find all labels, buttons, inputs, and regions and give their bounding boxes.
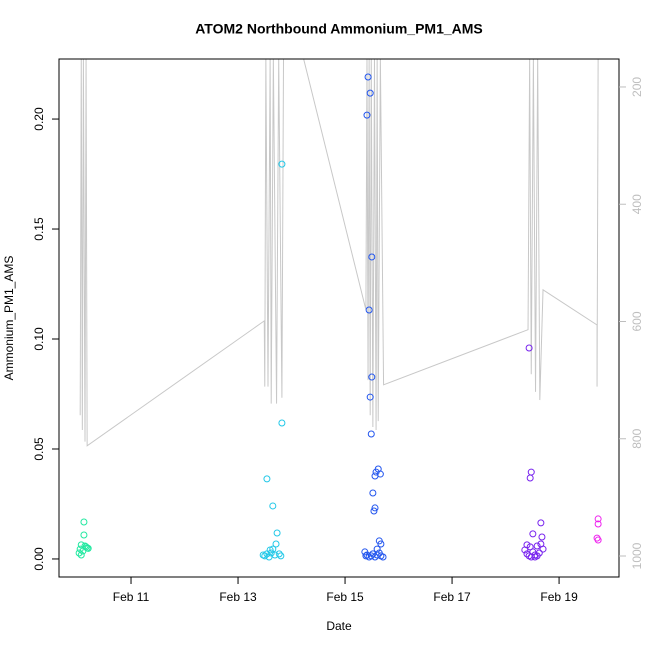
- data-point: [539, 545, 547, 553]
- y-tick-label: 0.20: [32, 107, 46, 131]
- data-point: [263, 475, 271, 483]
- data-point: [594, 536, 602, 544]
- y-tick-label: 0.05: [32, 437, 46, 461]
- data-point: [362, 552, 370, 560]
- data-point: [266, 546, 274, 554]
- data-point: [364, 73, 372, 81]
- data-point: [379, 553, 387, 561]
- data-point: [370, 507, 378, 515]
- data-point: [526, 543, 534, 551]
- data-point: [526, 474, 534, 482]
- x-tick-label: Feb 19: [540, 590, 578, 604]
- data-point: [366, 393, 374, 401]
- data-point: [368, 253, 376, 261]
- data-point: [272, 540, 280, 548]
- data-point: [277, 552, 285, 560]
- y-tick-label: 0.15: [32, 217, 46, 241]
- data-point: [77, 551, 85, 559]
- data-point: [525, 344, 533, 352]
- data-point: [275, 550, 283, 558]
- y2-tick-label: 600: [630, 311, 644, 331]
- data-point: [365, 306, 373, 314]
- y-axis-label: Ammonium_PM1_AMS: [2, 256, 16, 381]
- data-point: [363, 111, 371, 119]
- data-point: [594, 520, 602, 528]
- data-point: [269, 502, 277, 510]
- data-point: [538, 533, 546, 541]
- data-point: [366, 89, 374, 97]
- data-point: [82, 543, 90, 551]
- x-axis-label: Date: [326, 619, 352, 633]
- data-point: [75, 549, 83, 557]
- data-point: [367, 430, 375, 438]
- y-tick-label: 0.10: [32, 327, 46, 351]
- x-tick-label: Feb 13: [219, 590, 257, 604]
- data-point: [80, 518, 88, 526]
- data-point: [84, 544, 92, 552]
- y2-tick-label: 800: [630, 428, 644, 448]
- data-point: [533, 542, 541, 550]
- data-point: [267, 549, 275, 557]
- data-point: [80, 531, 88, 539]
- x-tick-label: Feb 15: [326, 590, 364, 604]
- data-point: [369, 489, 377, 497]
- data-point: [533, 552, 541, 560]
- data-point: [377, 540, 385, 548]
- data-point: [261, 552, 269, 560]
- data-point: [368, 373, 376, 381]
- plot-frame: [58, 58, 620, 578]
- chart-title: ATOM2 Northbound Ammonium_PM1_AMS: [195, 21, 483, 37]
- x-tick-label: Feb 11: [113, 590, 150, 604]
- data-point: [371, 504, 379, 512]
- y-tick-label: 0.00: [32, 547, 46, 571]
- data-point: [278, 419, 286, 427]
- data-point: [373, 545, 381, 553]
- data-point: [537, 519, 545, 527]
- y2-tick-label: 400: [630, 194, 644, 214]
- data-point: [594, 515, 602, 523]
- data-point: [278, 160, 286, 168]
- x-tick-label: Feb 17: [433, 590, 471, 604]
- data-point: [273, 529, 281, 537]
- y2-tick-label: 200: [630, 77, 644, 97]
- data-point: [529, 530, 537, 538]
- y2-tick-label: 1000: [630, 542, 644, 569]
- data-point: [371, 472, 379, 480]
- data-point: [372, 468, 380, 476]
